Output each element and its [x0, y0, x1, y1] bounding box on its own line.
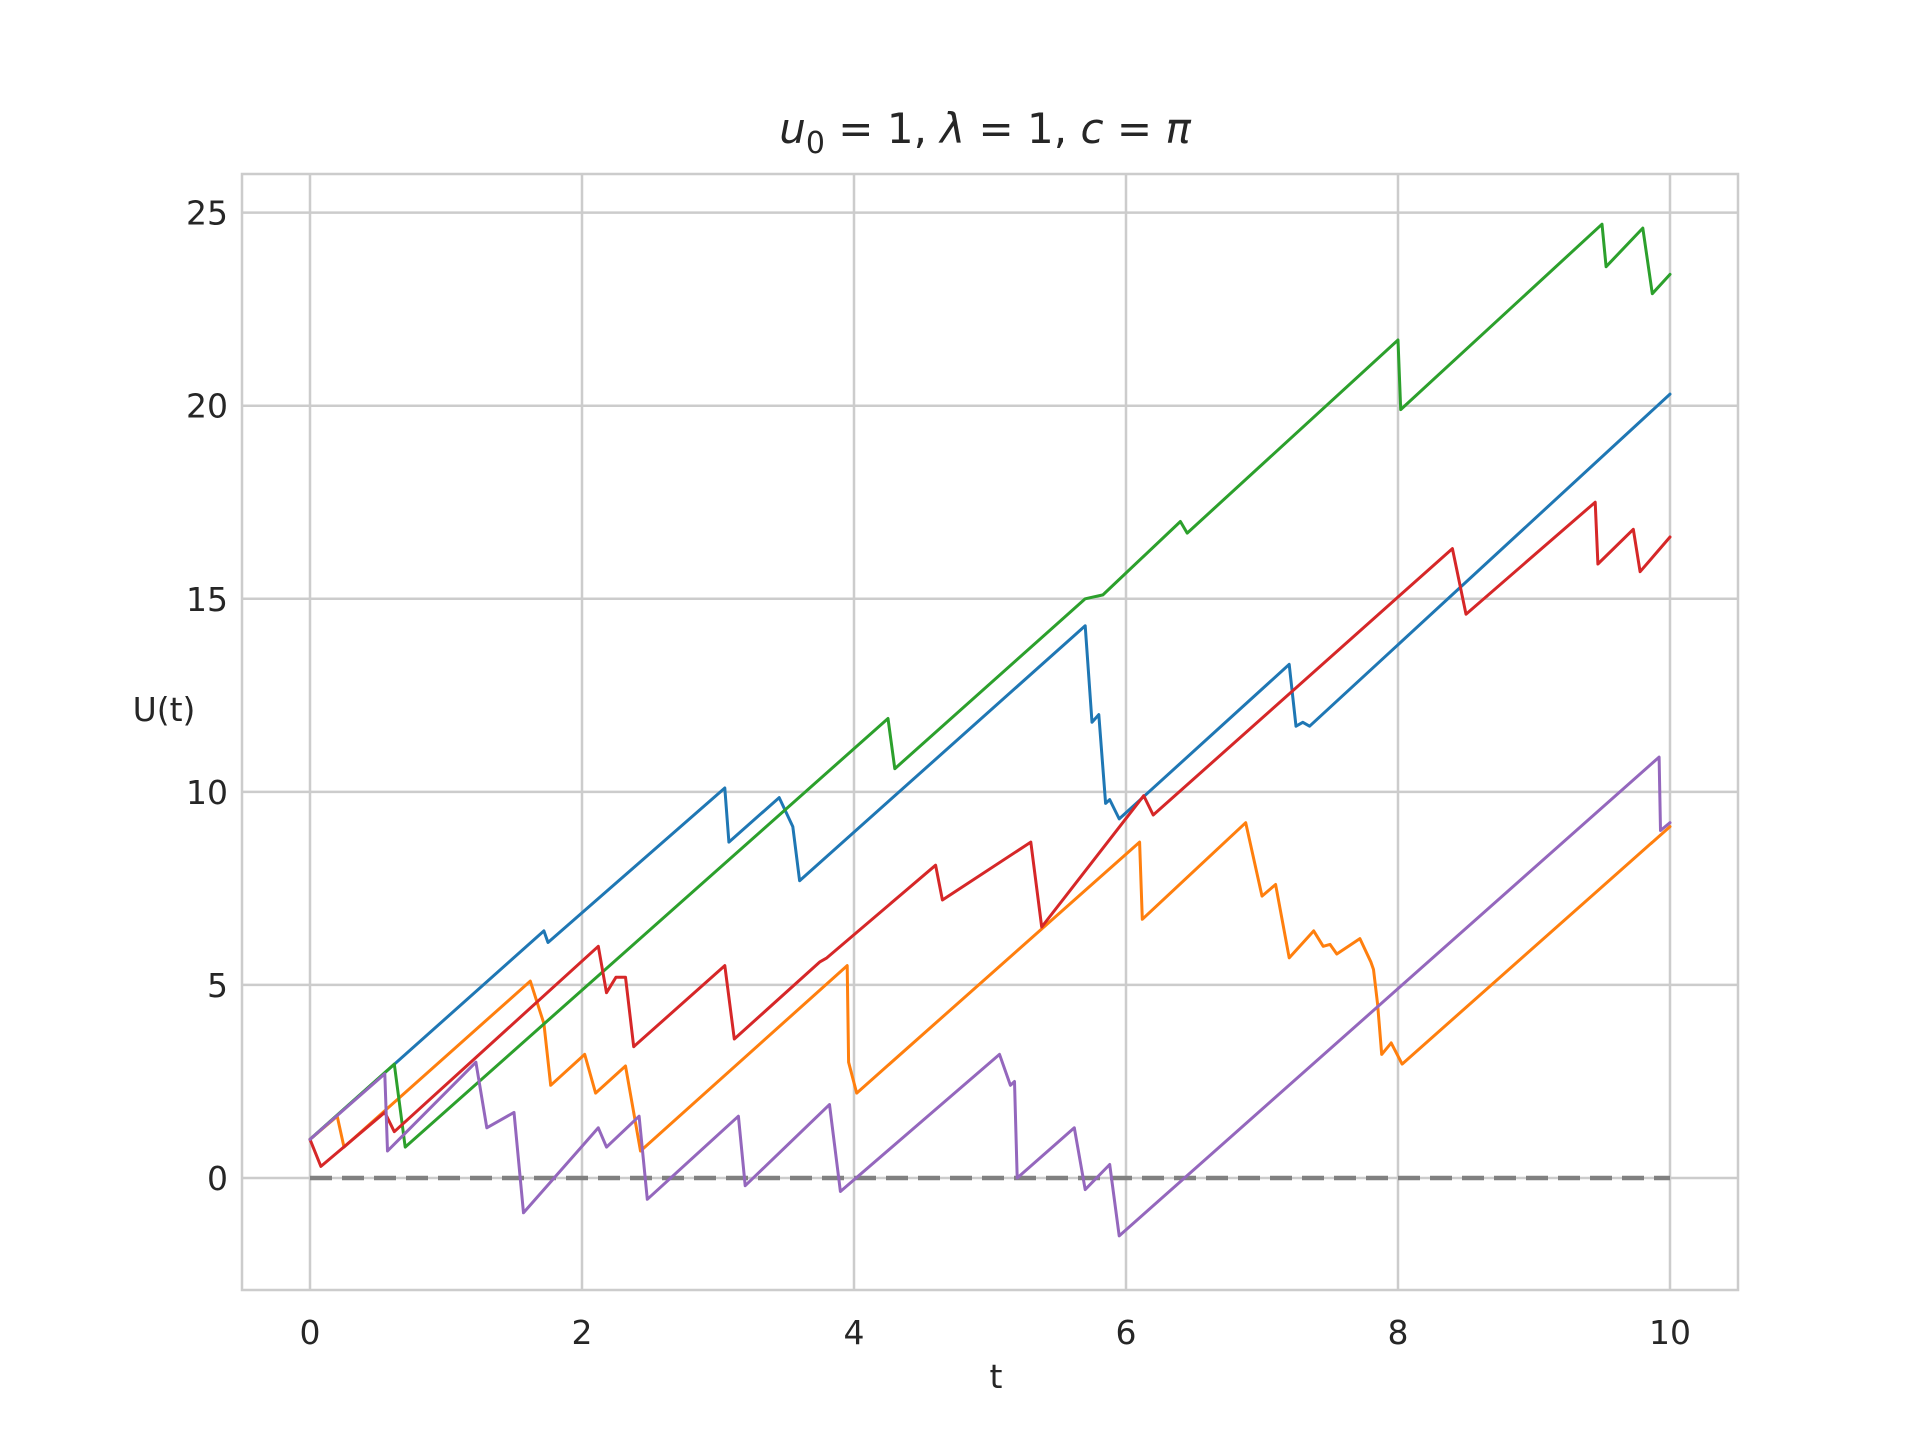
- series-line-4: [308, 500, 1672, 1168]
- x-tick-label: 6: [1116, 1313, 1137, 1352]
- y-tick-label: 15: [186, 580, 228, 619]
- y-tick-label: 10: [186, 773, 228, 812]
- x-axis-label: t: [990, 1357, 1003, 1396]
- x-tick-label: 2: [572, 1313, 593, 1352]
- series-line-3: [308, 222, 1672, 1149]
- y-tick-label: 5: [207, 966, 228, 1005]
- x-tick-label: 4: [844, 1313, 865, 1352]
- series-line-1: [308, 392, 1672, 1141]
- x-tick-labels: 0 2 4 6 8 10: [300, 1313, 1692, 1352]
- y-tick-label: 20: [186, 387, 228, 426]
- x-tick-label: 0: [300, 1313, 321, 1352]
- x-tick-label: 8: [1388, 1313, 1409, 1352]
- x-tick-label: 10: [1649, 1313, 1691, 1352]
- series-line-2: [308, 821, 1672, 1153]
- y-tick-labels: 0 5 10 15 20 25: [186, 194, 228, 1198]
- plot-frame: [240, 172, 1740, 1292]
- y-tick-label: 25: [186, 194, 228, 233]
- chart-title: u0 = 1, λ = 1, c = π: [779, 104, 1191, 161]
- y-tick-label: 0: [207, 1159, 228, 1198]
- series-line-5: [308, 755, 1672, 1238]
- series-layer: [308, 222, 1672, 1238]
- y-axis-label: U(t): [133, 690, 196, 729]
